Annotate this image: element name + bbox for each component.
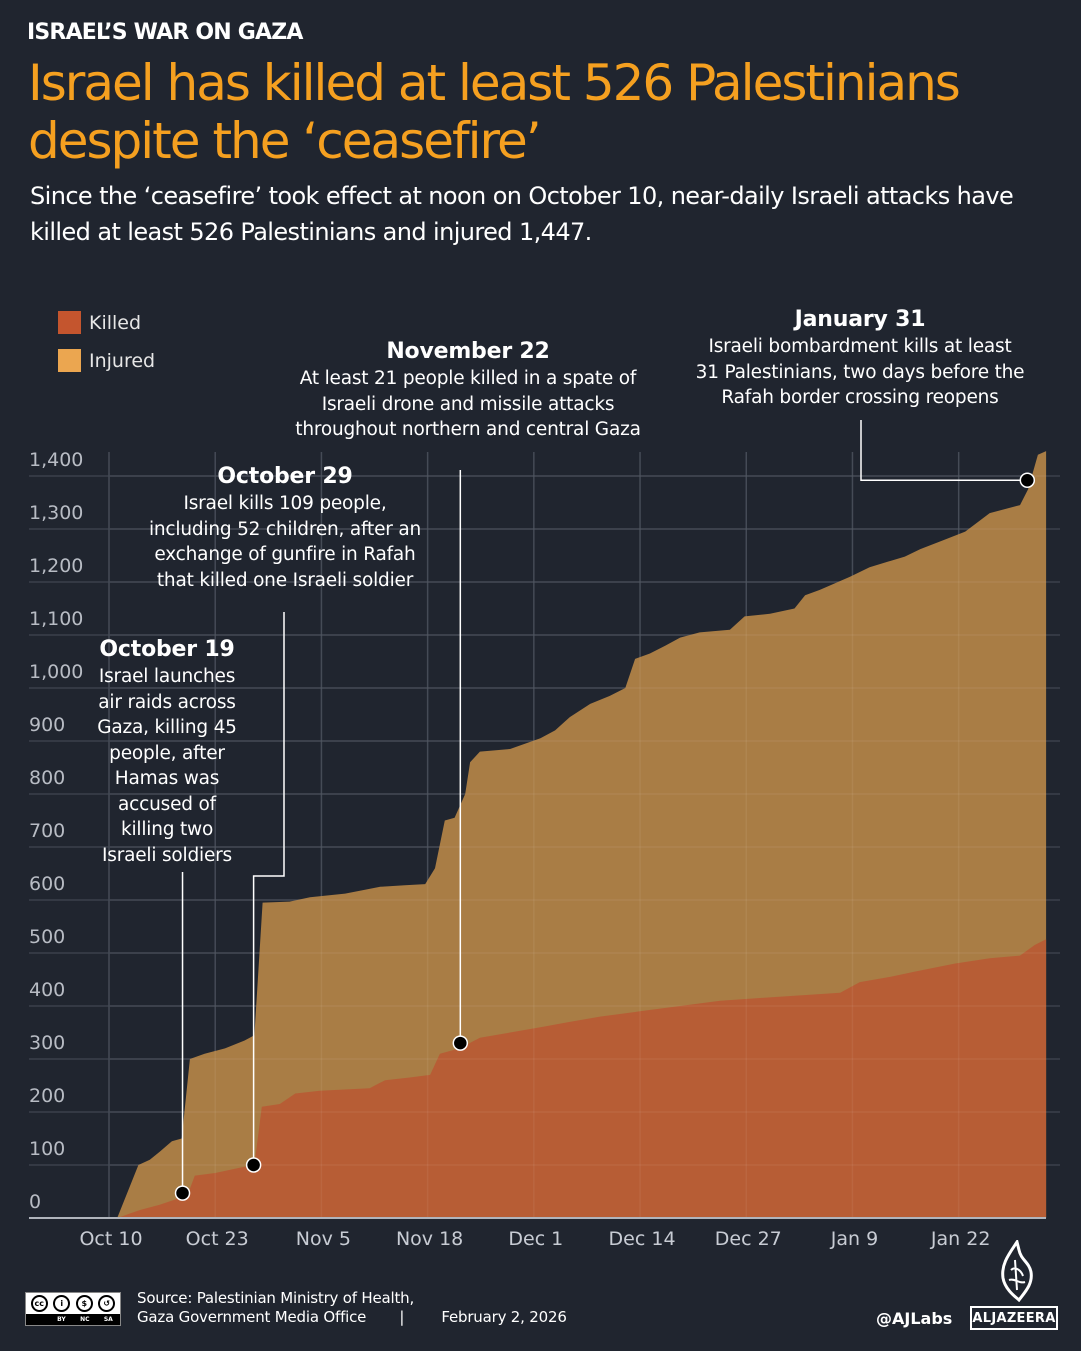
x-tick-label: Jan 22 xyxy=(930,1228,991,1250)
annotation-date: October 29 xyxy=(217,464,353,489)
annotation-line: Rafah border crossing reopens xyxy=(721,387,999,408)
y-tick-label: 1,100 xyxy=(29,608,84,630)
annotation-marker xyxy=(1019,472,1036,488)
ajlabs-handle: @AJLabs xyxy=(876,1309,953,1328)
y-tick-label: 1,400 xyxy=(29,449,84,471)
creative-commons-badge: cc i $ ↺ BY NC SA xyxy=(25,1292,121,1326)
annotation-date: October 19 xyxy=(99,637,235,662)
area-killed xyxy=(117,939,1047,1218)
sharealike-icon: ↺ xyxy=(98,1295,116,1312)
attribution-icon: i xyxy=(53,1295,71,1312)
legend-label-killed: Killed xyxy=(89,311,142,334)
page-title: Israel has killed at least 526 Palestini… xyxy=(28,54,961,170)
annotation-line: Israel launches xyxy=(98,666,236,687)
license-nc: NC xyxy=(80,1316,90,1323)
y-tick-label: 900 xyxy=(29,714,66,736)
annotation-jan31: January 31 Israeli bombardment kills at … xyxy=(670,306,1050,411)
annotation-marker xyxy=(245,1157,262,1173)
x-tick-label: Oct 10 xyxy=(79,1228,143,1250)
annotation-line: 31 Palestinians, two days before the xyxy=(695,361,1025,383)
annotation-line: killing two xyxy=(120,819,214,840)
annotation-line: air raids across xyxy=(98,691,236,713)
areas xyxy=(108,451,1047,1219)
y-tick-label: 800 xyxy=(29,767,66,789)
kicker: ISRAEL’S WAR ON GAZA xyxy=(27,20,303,45)
legend-swatch-killed xyxy=(58,311,81,334)
y-tick-label: 700 xyxy=(29,820,66,842)
publish-date: February 2, 2026 xyxy=(441,1308,567,1326)
annotation-oct29: October 29 Israel kills 109 people, incl… xyxy=(125,463,445,593)
y-tick-label: 0 xyxy=(29,1191,42,1213)
x-tick-label: Dec 27 xyxy=(714,1228,782,1250)
annotation-line: people, after xyxy=(109,742,225,764)
y-tick-label: 400 xyxy=(29,979,66,1001)
x-tick-label: Jan 9 xyxy=(830,1228,879,1250)
annotation-line: Hamas was xyxy=(114,768,220,789)
annotation-leader-line xyxy=(252,612,285,1165)
annotation-line: Gaza, killing 45 xyxy=(97,717,237,738)
noncommercial-icon: $ xyxy=(75,1295,93,1312)
annotation-line: At least 21 people killed in a spate of xyxy=(299,368,637,389)
annotation-line: Israel kills 109 people, xyxy=(183,493,387,514)
source-line-1: Source: Palestinian Ministry of Health, xyxy=(137,1289,415,1307)
x-tick-label: Dec 14 xyxy=(608,1228,676,1250)
annotation-leaders xyxy=(174,420,1036,1201)
annotation-date: January 31 xyxy=(794,307,926,332)
x-tick-label: Oct 23 xyxy=(185,1228,249,1250)
license-sa: SA xyxy=(103,1316,113,1323)
y-tick-label: 100 xyxy=(29,1138,66,1160)
annotation-line: that killed one Israeli soldier xyxy=(156,569,414,591)
y-tick-label: 300 xyxy=(29,1032,66,1054)
y-tick-label: 1,200 xyxy=(29,555,84,577)
annotation-oct19: October 19 Israel launches air raids acr… xyxy=(67,636,267,868)
y-tick-label: 200 xyxy=(29,1085,66,1107)
x-tick-label: Nov 5 xyxy=(295,1228,352,1250)
annotation-marker xyxy=(452,1035,469,1051)
y-tick-label: 500 xyxy=(29,926,66,948)
annotation-line: Israeli bombardment kills at least xyxy=(708,336,1012,357)
annotation-line: exchange of gunfire in Rafah xyxy=(154,544,416,565)
annotation-nov22: November 22 At least 21 people killed in… xyxy=(258,338,678,443)
y-tick-label: 600 xyxy=(29,873,66,895)
cc-icon: cc xyxy=(30,1295,48,1312)
source-line-2: Gaza Government Media Office xyxy=(137,1308,367,1326)
annotation-line: Israeli soldiers xyxy=(102,844,232,866)
subtitle: Since the ‘ceasefire’ took effect at noo… xyxy=(30,182,1014,246)
legend-label-injured: Injured xyxy=(89,349,156,372)
annotation-leader-line xyxy=(860,420,1028,481)
license-by: BY xyxy=(57,1316,66,1323)
annotation-line: accused of xyxy=(118,793,216,815)
legend-item-killed: Killed xyxy=(58,311,141,334)
footer-separator: | xyxy=(399,1308,405,1326)
x-tick-label: Nov 18 xyxy=(395,1228,464,1250)
annotation-line: including 52 children, after an xyxy=(148,518,422,540)
annotation-line: throughout northern and central Gaza xyxy=(295,419,641,440)
source-note: Source: Palestinian Ministry of Health, … xyxy=(137,1289,567,1327)
annotation-date: November 22 xyxy=(386,339,550,364)
legend-item-injured: Injured xyxy=(58,349,155,372)
y-tick-label: 1,300 xyxy=(29,502,84,524)
aljazeera-emblem-icon xyxy=(1001,1240,1033,1302)
y-tick-label: 1,000 xyxy=(29,661,84,683)
aljazeera-logo: ALJAZEERA xyxy=(970,1306,1058,1330)
annotation-marker xyxy=(174,1185,191,1201)
legend-swatch-injured xyxy=(58,349,81,372)
annotation-line: Israeli drone and missile attacks xyxy=(321,393,615,415)
x-tick-label: Dec 1 xyxy=(508,1228,564,1250)
